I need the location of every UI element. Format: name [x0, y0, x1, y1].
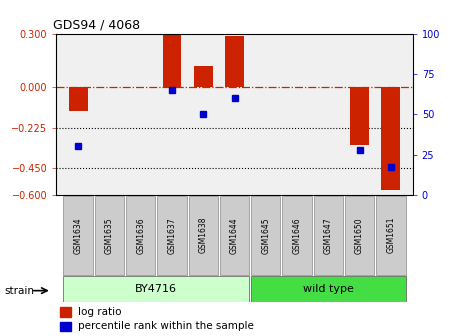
Text: wild type: wild type	[303, 284, 354, 294]
Bar	[314, 196, 343, 275]
Text: GSM1635: GSM1635	[105, 217, 114, 254]
Bar	[194, 66, 212, 87]
Bar	[225, 36, 244, 87]
Bar	[220, 196, 249, 275]
Bar	[63, 196, 93, 275]
Bar	[69, 87, 88, 111]
Text: GSM1634: GSM1634	[74, 217, 83, 254]
Text: strain: strain	[5, 286, 35, 296]
Text: GSM1637: GSM1637	[167, 217, 176, 254]
Text: GSM1646: GSM1646	[293, 217, 302, 254]
Text: percentile rank within the sample: percentile rank within the sample	[78, 322, 254, 331]
Bar	[345, 196, 374, 275]
Text: BY4716: BY4716	[136, 284, 177, 294]
Text: GSM1651: GSM1651	[386, 217, 395, 253]
Bar	[350, 87, 369, 145]
Bar	[251, 196, 280, 275]
Text: GSM1644: GSM1644	[230, 217, 239, 254]
Bar	[282, 196, 312, 275]
Text: log ratio: log ratio	[78, 307, 121, 317]
Text: GSM1636: GSM1636	[136, 217, 145, 254]
Text: GSM1645: GSM1645	[261, 217, 270, 254]
Bar	[189, 196, 218, 275]
Bar	[60, 307, 71, 317]
Bar	[95, 196, 124, 275]
Bar	[376, 196, 406, 275]
Text: GDS94 / 4068: GDS94 / 4068	[53, 18, 140, 31]
Bar	[381, 87, 400, 191]
Bar	[60, 322, 71, 331]
Text: GSM1647: GSM1647	[324, 217, 333, 254]
Bar	[126, 196, 155, 275]
Bar	[163, 35, 182, 87]
Bar	[251, 276, 406, 302]
Text: GSM1638: GSM1638	[199, 217, 208, 253]
Bar	[157, 196, 187, 275]
Text: GSM1650: GSM1650	[355, 217, 364, 254]
Bar	[63, 276, 249, 302]
